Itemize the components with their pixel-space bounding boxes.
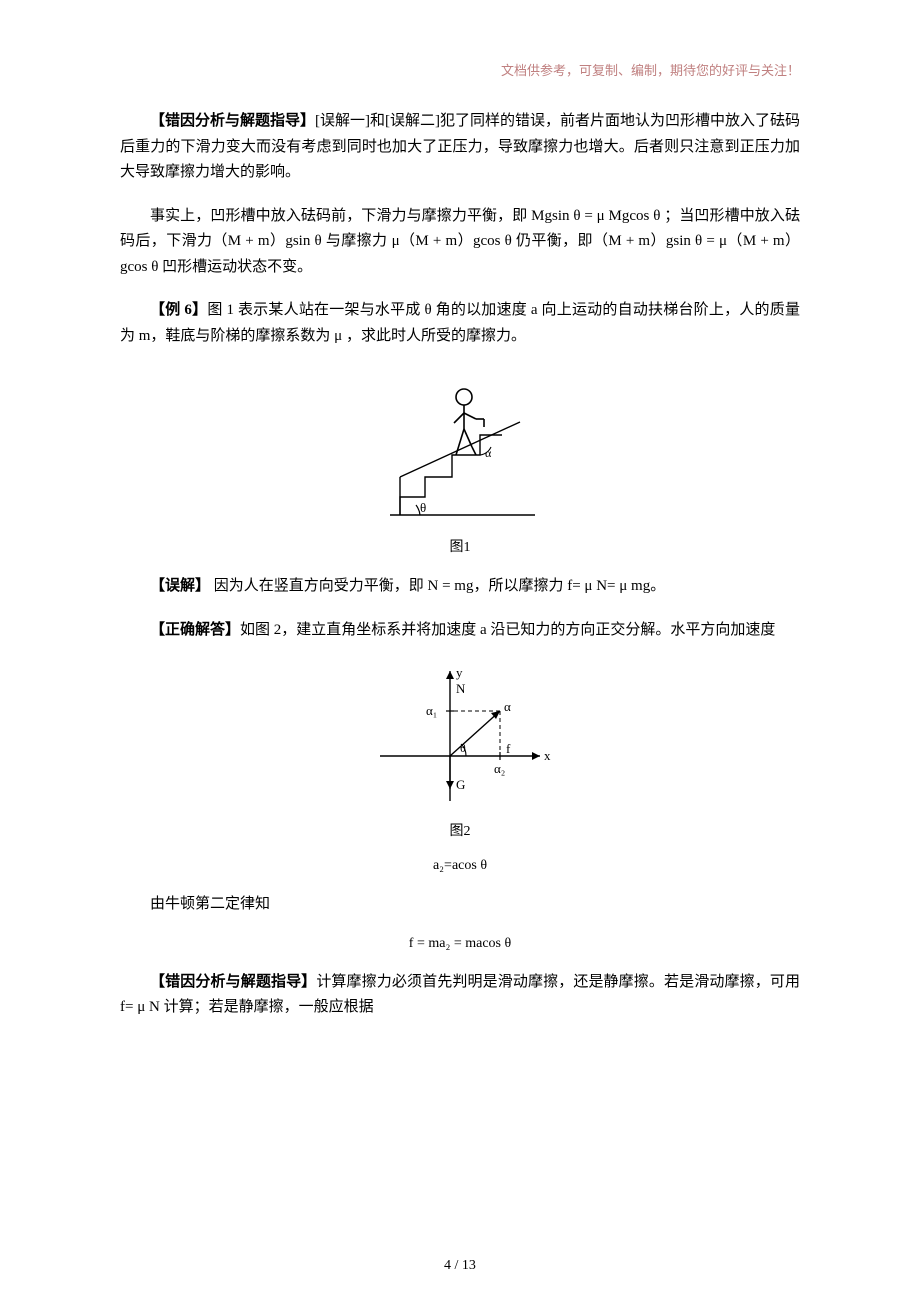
figure-2-svg: x y N α α₁ θ f α₂ bbox=[360, 661, 560, 811]
para-explanation: 事实上，凹形槽中放入砝码前，下滑力与摩擦力平衡，即 Mgsin θ = μ Mg… bbox=[120, 204, 800, 281]
fig2-label-a2: α₂ bbox=[494, 761, 505, 776]
figure-1-svg: θ α bbox=[380, 367, 540, 527]
fig1-label-alpha: α bbox=[485, 446, 492, 460]
figure-2-wrap: x y N α α₁ θ f α₂ bbox=[120, 661, 800, 840]
para-wrong-solution: 【误解】 因为人在竖直方向受力平衡，即 N = mg，所以摩擦力 f= μ N=… bbox=[120, 574, 800, 600]
fig2-label-x: x bbox=[544, 748, 551, 763]
fig2-label-f: f bbox=[506, 741, 511, 756]
para-4-body: 因为人在竖直方向受力平衡，即 N = mg，所以摩擦力 f= μ N= μ mg… bbox=[210, 578, 665, 594]
fig2-label-N: N bbox=[456, 681, 466, 696]
heading-wrong-solution: 【误解】 bbox=[150, 578, 210, 594]
fig2-label-G: G bbox=[456, 777, 465, 792]
fig2-label-a: α bbox=[504, 699, 511, 714]
figure-2-caption: 图2 bbox=[120, 820, 800, 840]
fig1-label-theta: θ bbox=[420, 500, 426, 515]
para-3-body: 图 1 表示某人站在一架与水平成 θ 角的以加速度 a 向上运动的自动扶梯台阶上… bbox=[120, 302, 800, 344]
equation-1: a₂=acos θ bbox=[120, 858, 800, 874]
heading-error-analysis-2: 【错因分析与解题指导】 bbox=[150, 974, 316, 990]
para-example-6: 【例 6】图 1 表示某人站在一架与水平成 θ 角的以加速度 a 向上运动的自动… bbox=[120, 298, 800, 349]
para-error-analysis-1: 【错因分析与解题指导】[误解一]和[误解二]犯了同样的错误，前者片面地认为凹形槽… bbox=[120, 109, 800, 186]
para-5-body: 如图 2，建立直角坐标系并将加速度 a 沿已知力的方向正交分解。水平方向加速度 bbox=[240, 622, 775, 638]
page: 文档供参考，可复制、编制，期待您的好评与关注！ 【错因分析与解题指导】[误解一]… bbox=[0, 0, 920, 1302]
header-note: 文档供参考，可复制、编制，期待您的好评与关注！ bbox=[120, 60, 800, 79]
para-correct-solution: 【正确解答】如图 2，建立直角坐标系并将加速度 a 沿已知力的方向正交分解。水平… bbox=[120, 618, 800, 644]
fig2-label-theta: θ bbox=[460, 741, 466, 755]
page-number: 4 / 13 bbox=[0, 1258, 920, 1274]
para-newton-law: 由牛顿第二定律知 bbox=[120, 892, 800, 918]
heading-correct-solution: 【正确解答】 bbox=[150, 622, 240, 638]
equation-2: f = ma₂ = macos θ bbox=[120, 936, 800, 952]
heading-error-analysis: 【错因分析与解题指导】 bbox=[150, 113, 315, 129]
para-error-analysis-2: 【错因分析与解题指导】计算摩擦力必须首先判明是滑动摩擦，还是静摩擦。若是滑动摩擦… bbox=[120, 970, 800, 1021]
fig2-label-y: y bbox=[456, 665, 463, 680]
figure-1-wrap: θ α 图1 bbox=[120, 367, 800, 556]
heading-example-6: 【例 6】 bbox=[150, 302, 207, 318]
figure-1-caption: 图1 bbox=[120, 536, 800, 556]
fig2-label-a1: α₁ bbox=[426, 703, 437, 718]
